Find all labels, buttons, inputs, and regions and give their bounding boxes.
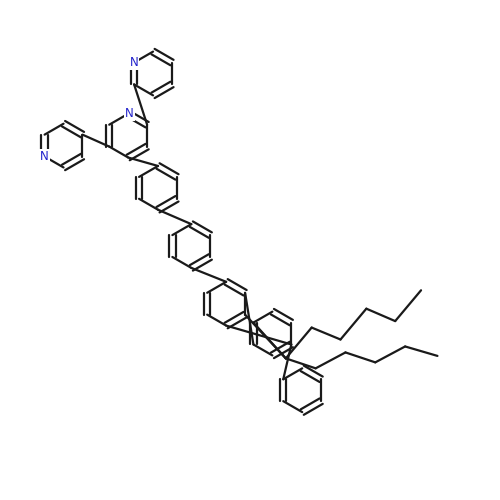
Text: N: N: [126, 108, 134, 120]
Text: N: N: [130, 56, 138, 69]
Text: N: N: [40, 150, 49, 163]
